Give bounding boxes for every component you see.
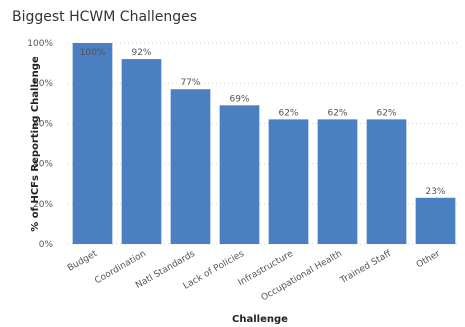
y-tick-label: 0% [39,240,54,250]
x-axis-title: Challenge [232,314,288,325]
bar-0 [72,43,113,244]
x-tick-label: Trained Staff [338,249,394,287]
bar-3 [219,105,260,244]
data-label: 92% [131,48,151,58]
y-tick-label: 100% [27,39,53,49]
bar-5 [317,119,358,244]
data-label: 62% [376,108,396,118]
data-label: 62% [327,108,347,118]
x-tick-label: Occupational Health [260,249,344,303]
y-tick-label: 20% [33,200,53,210]
grid-lines [68,42,460,245]
data-label: 77% [180,78,200,88]
data-label: 62% [278,108,298,118]
bar-6 [366,119,407,244]
y-tick-label: 80% [33,79,53,89]
bars [72,43,456,244]
bar-7 [415,197,456,244]
data-label: 69% [229,94,249,104]
data-labels: 100% 92% 77% 69% 62% 62% 62% 23% [80,48,446,197]
chart-title: Biggest HCWM Challenges [12,9,198,25]
bar-1 [121,59,162,244]
bar-4 [268,119,309,244]
y-tick-label: 40% [33,160,53,170]
y-axis-title: % of HCFs Reporting Challenge [30,56,41,232]
y-axis-ticks: 0% 20% 40% 60% 80% 100% [27,39,53,250]
y-tick-label: 60% [33,119,53,129]
data-label: 100% [80,48,106,58]
x-tick-label: Budget [66,249,99,274]
x-tick-label: Other [415,249,442,271]
bar-2 [170,89,211,244]
data-label: 23% [425,187,445,197]
